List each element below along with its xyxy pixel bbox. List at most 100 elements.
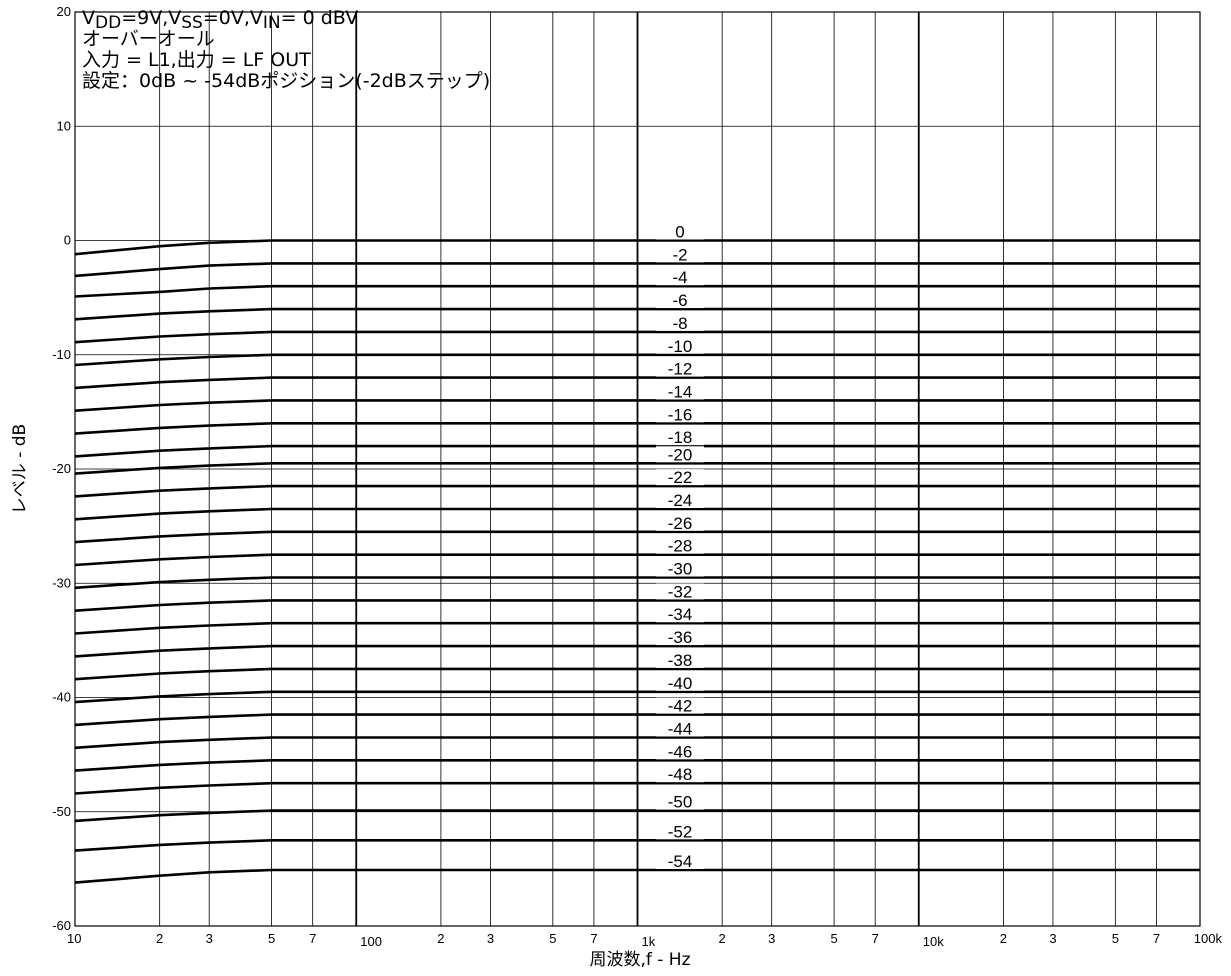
curve-label-bg: [656, 292, 704, 309]
curve-label-bg: [656, 383, 704, 400]
curve-label-bg: [656, 853, 704, 870]
curve-label: -20: [668, 445, 693, 464]
x-tick-label: 7: [872, 931, 879, 946]
curve-label-bg: [656, 223, 704, 240]
x-tick-label: 3: [768, 931, 775, 946]
curve-label-bg: [656, 269, 704, 286]
curve-label-bg: [656, 537, 704, 554]
response-curve: [74, 484, 1200, 498]
y-tick-label: 20: [57, 4, 71, 19]
curve-label-bg: [656, 360, 704, 377]
response-curve: [74, 399, 1200, 412]
x-tick-label: 5: [549, 931, 556, 946]
curve-label-bg: [656, 514, 704, 531]
curve-label-bg: [656, 651, 704, 668]
response-curve: [74, 353, 1200, 367]
x-tick-label: 5: [1112, 931, 1119, 946]
x-tick-label: 100k: [1194, 931, 1223, 946]
curve-label-bg: [656, 793, 704, 810]
x-tick-label: 7: [590, 931, 597, 946]
response-curve: [74, 284, 1200, 298]
x-tick-label: 5: [830, 931, 837, 946]
curve-label: -50: [668, 793, 693, 812]
x-tick-label: 7: [1153, 931, 1160, 946]
response-curve: [74, 239, 1200, 256]
y-tick-label: -60: [52, 918, 71, 933]
response-curve: [74, 781, 1200, 795]
response-curve: [74, 644, 1200, 658]
curve-label-bg: [656, 246, 704, 263]
x-tick-label: 3: [487, 931, 494, 946]
y-tick-label: -50: [52, 804, 71, 819]
response-curve: [74, 713, 1200, 727]
response-curve: [74, 868, 1200, 884]
curve-label: -14: [668, 382, 693, 401]
curve-label: -16: [668, 405, 693, 424]
curve-label: -6: [672, 291, 687, 310]
curve-label: -22: [668, 468, 693, 487]
response-curve: [74, 809, 1200, 823]
curve-label-bg: [656, 583, 704, 600]
response-curve: [74, 461, 1200, 475]
x-tick-label: 3: [1049, 931, 1056, 946]
response-curve: [74, 553, 1200, 567]
curve-label: -42: [668, 697, 693, 716]
curve-label-bg: [656, 314, 704, 331]
response-curve: [74, 667, 1200, 681]
curve-label: -46: [668, 742, 693, 761]
x-tick-label: 2: [437, 931, 444, 946]
curve-label: -12: [668, 360, 693, 379]
response-curve: [74, 376, 1200, 390]
x-tick-label: 2: [156, 931, 163, 946]
response-curve: [74, 330, 1200, 344]
response-curve: [74, 444, 1200, 458]
response-curve: [74, 758, 1200, 772]
curve-label-bg: [656, 491, 704, 508]
curve-label: -30: [668, 560, 693, 579]
curve-label-bg: [656, 429, 704, 446]
curve-label-bg: [656, 766, 704, 783]
curve-label: -54: [668, 852, 693, 871]
x-tick-label: 3: [206, 931, 213, 946]
curve-label: -32: [668, 582, 693, 601]
curve-label: 0: [675, 223, 684, 242]
curve-label-bg: [656, 446, 704, 463]
curve-label-bg: [656, 560, 704, 577]
x-tick-label: 7: [309, 931, 316, 946]
response-curve: [74, 621, 1200, 635]
curve-label: -2: [672, 245, 687, 264]
curve-label: -4: [672, 268, 687, 287]
curve-label: -36: [668, 628, 693, 647]
x-tick-label: 10k: [923, 934, 944, 949]
response-curve: [74, 736, 1200, 750]
x-tick-label: 1k: [642, 934, 656, 949]
curve-label-bg: [656, 674, 704, 691]
y-tick-label: 10: [57, 118, 71, 133]
curve-label-bg: [656, 629, 704, 646]
curve-label: -24: [668, 491, 693, 510]
curve-label: -40: [668, 674, 693, 693]
x-tick-label: 5: [268, 931, 275, 946]
curve-label: -52: [668, 822, 693, 841]
response-curve: [74, 576, 1200, 590]
curve-label: -48: [668, 765, 693, 784]
y-tick-label: -20: [52, 461, 71, 476]
x-tick-label: 2: [1000, 931, 1007, 946]
curve-label-bg: [656, 337, 704, 354]
y-axis-title: レベル - dB: [10, 424, 30, 514]
response-curve: [74, 307, 1200, 321]
curve-label-bg: [656, 743, 704, 760]
x-tick-label: 2: [719, 931, 726, 946]
y-tick-label: -10: [52, 347, 71, 362]
response-curve: [74, 262, 1200, 278]
x-tick-label: 10: [67, 931, 81, 946]
response-curve: [74, 599, 1200, 612]
curve-label: -8: [672, 314, 687, 333]
y-tick-label: -30: [52, 575, 71, 590]
y-tick-label: 0: [64, 233, 71, 248]
curve-label: -18: [668, 428, 693, 447]
response-curve: [74, 838, 1200, 852]
response-curve: [74, 507, 1200, 521]
curve-label: -28: [668, 537, 693, 556]
